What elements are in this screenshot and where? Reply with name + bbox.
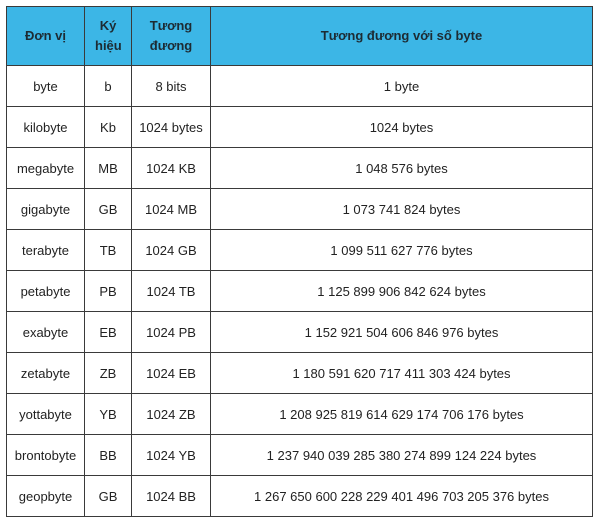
table-cell: exabyte: [6, 311, 85, 353]
table-cell: zetabyte: [6, 352, 85, 394]
table-cell: TB: [84, 229, 132, 271]
table-cell: petabyte: [6, 270, 85, 312]
byte-table: Đơn vị Ký hiệu Tương đương Tương đương v…: [6, 6, 593, 517]
table-row: byte b 8 bits 1 byte: [6, 65, 593, 107]
table-cell: ZB: [84, 352, 132, 394]
table-cell: 1024 bytes: [210, 106, 593, 148]
table-cell: brontobyte: [6, 434, 85, 476]
table-cell: geopbyte: [6, 475, 85, 517]
header-cell: Ký hiệu: [84, 6, 132, 66]
table-row: petabyte PB 1024 TB 1 125 899 906 842 624 b…: [6, 270, 593, 312]
header-cell: Đơn vị: [6, 6, 85, 66]
table-cell: yottabyte: [6, 393, 85, 435]
table-cell: 1 byte: [210, 65, 593, 107]
table-cell: 1 208 925 819 614 629 174 706 176 bytes: [210, 393, 593, 435]
table-cell: EB: [84, 311, 132, 353]
table-row: kilobyte Kb 1024 bytes 1024 bytes: [6, 106, 593, 148]
header-row: Đơn vị Ký hiệu Tương đương Tương đương v…: [6, 6, 593, 66]
table-cell: MB: [84, 147, 132, 189]
table-row: terabyte TB 1024 GB 1 099 511 627 776 bytes: [6, 229, 593, 271]
table-cell: 1 237 940 039 285 380 274 899 124 224 by…: [210, 434, 593, 476]
table-cell: 8 bits: [131, 65, 211, 107]
table-cell: gigabyte: [6, 188, 85, 230]
table-cell: 1 048 576 bytes: [210, 147, 593, 189]
table-cell: terabyte: [6, 229, 85, 271]
table-cell: Kb: [84, 106, 132, 148]
table-cell: 1024 EB: [131, 352, 211, 394]
table-header: Đơn vị Ký hiệu Tương đương Tương đương v…: [6, 6, 593, 66]
table-cell: PB: [84, 270, 132, 312]
table-cell: 1024 PB: [131, 311, 211, 353]
table-cell: 1024 GB: [131, 229, 211, 271]
table-row: geopbyte GB 1024 BB 1 267 650 600 228 229 4…: [6, 475, 593, 517]
header-cell: Tương đương với số byte: [210, 6, 593, 66]
table-cell: 1024 ZB: [131, 393, 211, 435]
table-cell: 1 180 591 620 717 411 303 424 bytes: [210, 352, 593, 394]
table-cell: 1 267 650 600 228 229 401 496 703 205 37…: [210, 475, 593, 517]
table-row: exabyte EB 1024 PB 1 152 921 504 606 846 97…: [6, 311, 593, 353]
table-cell: 1024 bytes: [131, 106, 211, 148]
table-cell: 1 125 899 906 842 624 bytes: [210, 270, 593, 312]
table-cell: megabyte: [6, 147, 85, 189]
table-row: megabyte MB 1024 KB 1 048 576 bytes: [6, 147, 593, 189]
table-cell: YB: [84, 393, 132, 435]
table-body: byte b 8 bits 1 byte kilobyte Kb 1024 bytes 102…: [6, 65, 593, 517]
table-row: gigabyte GB 1024 MB 1 073 741 824 bytes: [6, 188, 593, 230]
table-row: brontobyte BB 1024 YB 1 237 940 039 285 380…: [6, 434, 593, 476]
table-cell: GB: [84, 475, 132, 517]
table-cell: 1024 KB: [131, 147, 211, 189]
table-cell: byte: [6, 65, 85, 107]
header-cell: Tương đương: [131, 6, 211, 66]
table-cell: kilobyte: [6, 106, 85, 148]
table-cell: 1 152 921 504 606 846 976 bytes: [210, 311, 593, 353]
table-cell: b: [84, 65, 132, 107]
table-cell: 1024 BB: [131, 475, 211, 517]
table-cell: 1 073 741 824 bytes: [210, 188, 593, 230]
table-row: zetabyte ZB 1024 EB 1 180 591 620 717 411 3…: [6, 352, 593, 394]
table-cell: 1024 TB: [131, 270, 211, 312]
table-row: yottabyte YB 1024 ZB 1 208 925 819 614 629 …: [6, 393, 593, 435]
table-cell: GB: [84, 188, 132, 230]
table-cell: BB: [84, 434, 132, 476]
table-cell: 1024 YB: [131, 434, 211, 476]
table-cell: 1 099 511 627 776 bytes: [210, 229, 593, 271]
table-cell: 1024 MB: [131, 188, 211, 230]
